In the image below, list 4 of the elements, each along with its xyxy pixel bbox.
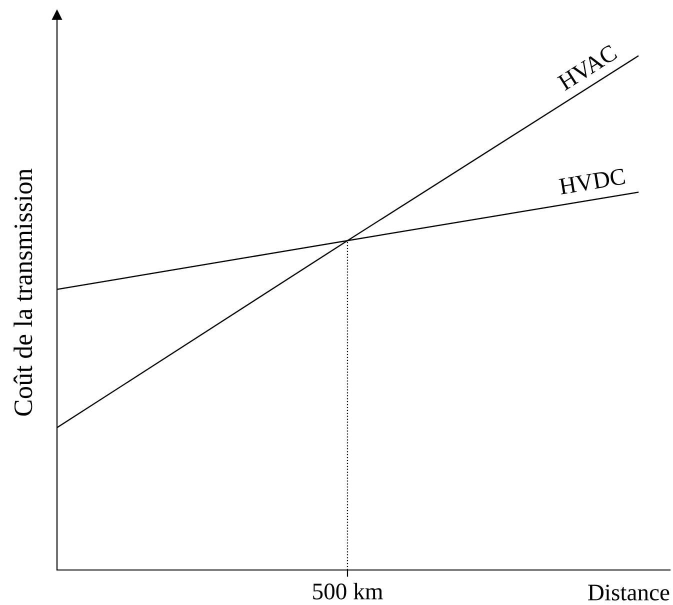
x-axis-title: Distance (588, 584, 670, 600)
y-axis-title: Coût de la transmission (14, 168, 32, 416)
text: HVDC (558, 168, 626, 195)
text: 500 km (313, 582, 383, 600)
